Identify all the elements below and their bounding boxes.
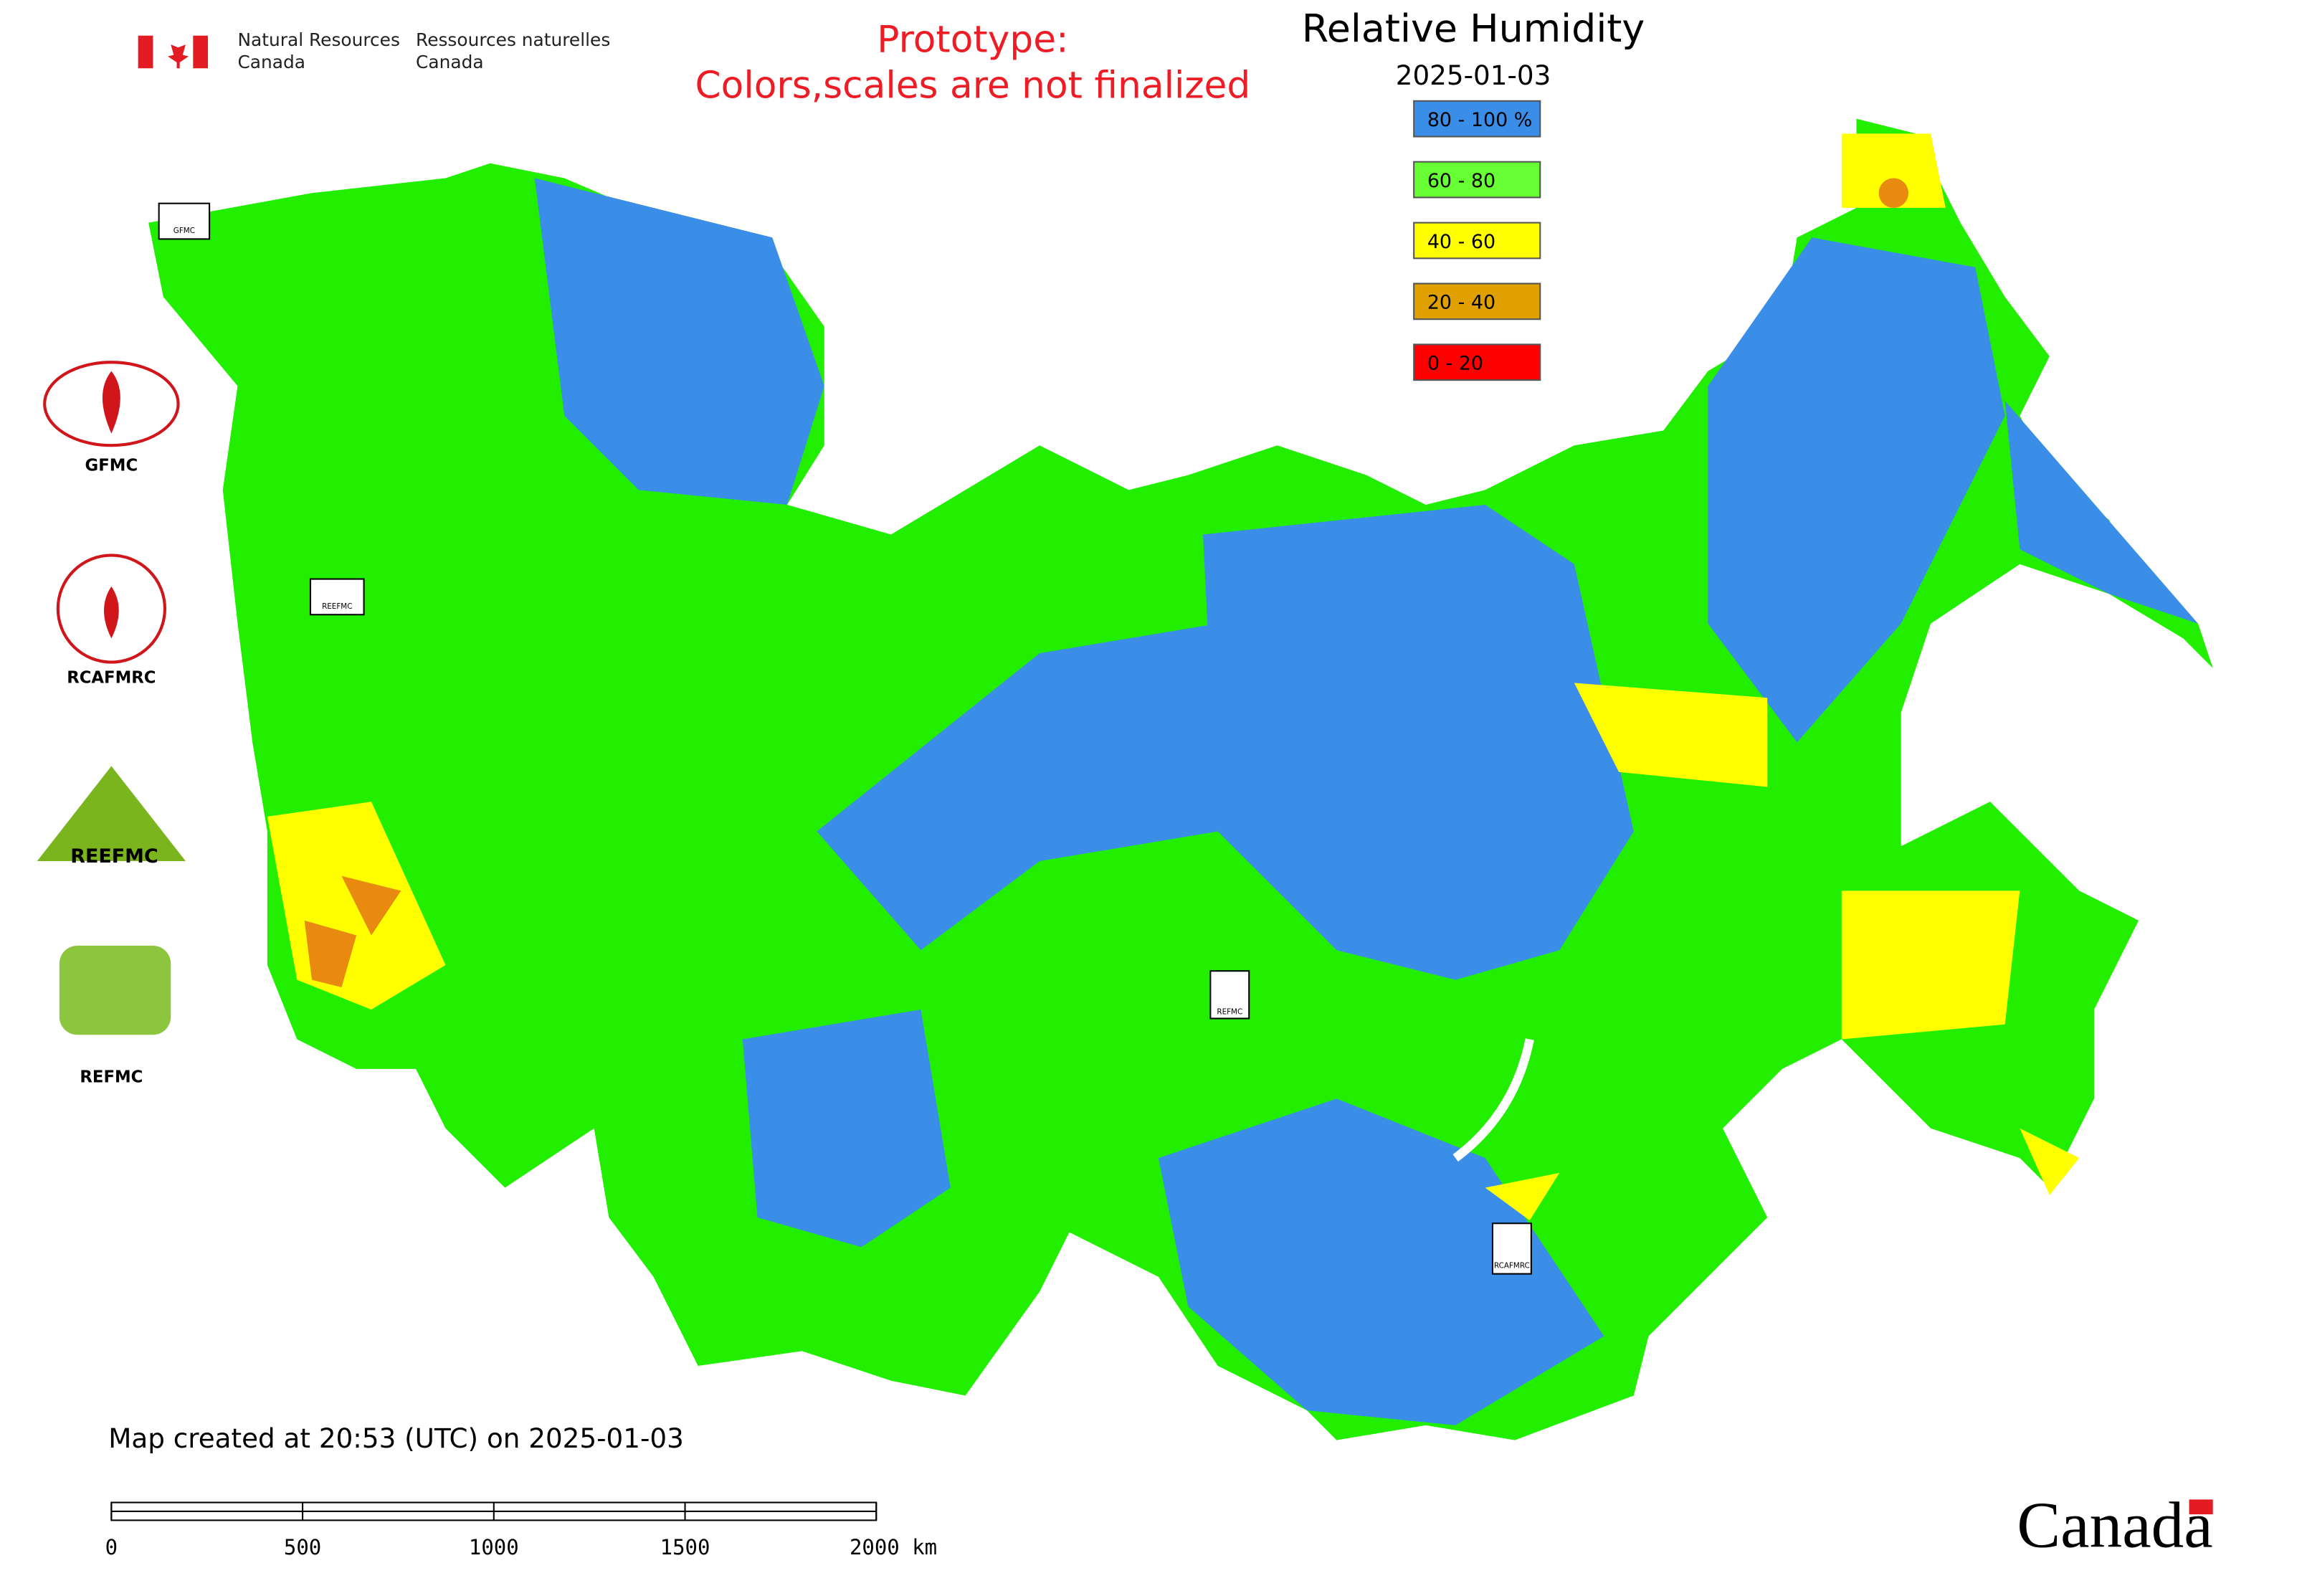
logo-refmc: [59, 946, 171, 1035]
scale-bar: 0 500 1000 1500 2000 km: [105, 1501, 937, 1559]
agency-text: Canada: [237, 52, 305, 72]
lake-baikal: [1452, 1038, 1534, 1162]
legend-swatch: [1413, 343, 1541, 381]
humidity-zone: [1485, 1172, 1560, 1221]
side-logos: GFMC RCAFMRC REEFMC REFMC: [37, 361, 186, 1087]
scale-label: 1000: [469, 1535, 519, 1559]
humidity-zone: [1158, 1098, 1604, 1425]
maple-leaf: [168, 38, 189, 69]
badge: [1209, 970, 1250, 1020]
badge-label: REFMC: [1217, 1007, 1242, 1016]
canada-wordmark: Canada: [2017, 1489, 2212, 1562]
notice: Colors,scales are not finalized: [695, 65, 1251, 108]
logo-label: REEFMC: [70, 845, 158, 868]
scale-label: 1500: [660, 1535, 710, 1559]
legend: 80 - 100 % 60 - 80 40 - 60 20 - 40 0 - 20: [1413, 100, 1541, 381]
humidity-zone: [1878, 178, 1909, 208]
legend-label: 0 - 20: [1427, 353, 1483, 375]
legend-swatch: [1413, 282, 1541, 320]
agency-text: Natural Resources: [237, 29, 399, 50]
humidity-zone: [1708, 237, 2005, 743]
logo-reefmc: [37, 766, 186, 862]
nrcan-signature: Natural Resources Canada Ressources natu…: [138, 29, 610, 72]
scale-label: 0: [105, 1535, 118, 1559]
humidity-zone: [742, 1010, 951, 1248]
badge: [309, 578, 365, 616]
humidity-zone: [341, 875, 401, 936]
legend-label: 80 - 100 %: [1427, 109, 1533, 131]
humidity-zone: [304, 920, 357, 988]
logo-flame: [102, 371, 120, 434]
wordmark-flag: [2189, 1499, 2213, 1515]
flag-bar: [138, 35, 153, 69]
logo-rcafmrc: [56, 554, 167, 664]
legend-swatch: [1413, 222, 1541, 260]
legend-label: 20 - 40: [1427, 292, 1495, 314]
humidity-zone: [1841, 133, 1946, 208]
badge-label: RCAFMRC: [1494, 1261, 1530, 1270]
agency-text: Ressources naturelles: [416, 29, 610, 50]
badge-label: GFMC: [173, 227, 195, 235]
humidity-zone: [1203, 505, 1634, 980]
logo-label: REFMC: [80, 1068, 143, 1087]
legend-swatch: [1413, 161, 1541, 199]
logo-gfmc: [43, 361, 180, 447]
footer-note: Map created at 20:53 (UTC) on 2025-01-03: [108, 1422, 684, 1454]
badge-label: REEFMC: [322, 602, 352, 611]
humidity-zone: [2020, 1128, 2080, 1195]
badge: [158, 202, 211, 240]
legend-label: 40 - 60: [1427, 231, 1495, 253]
legend-swatch: [1413, 100, 1541, 138]
notice: Prototype:: [877, 18, 1068, 61]
logo-label: RCAFMRC: [67, 669, 156, 688]
scale-label: 2000 km: [850, 1535, 937, 1559]
title: Relative Humidity: [1302, 6, 1645, 51]
flag-bar: [193, 35, 209, 69]
agency-text: Canada: [416, 52, 484, 72]
humidity-zone: [817, 623, 1218, 951]
legend-label: 60 - 80: [1427, 170, 1495, 192]
date: 2025-01-03: [1396, 60, 1551, 91]
map: [148, 118, 2213, 1440]
logo-flame: [104, 586, 119, 639]
humidity-zone: [534, 178, 824, 505]
logo-label: GFMC: [85, 456, 138, 475]
humidity-zone: [2004, 401, 2198, 624]
humidity-zone: [1841, 890, 2020, 1040]
map-badges: GFMC REEFMC REFMC RCAFMRC: [158, 202, 1532, 1275]
scale-label: 500: [284, 1535, 321, 1559]
badge: [1491, 1222, 1532, 1275]
humidity-zone: [1574, 683, 1768, 787]
